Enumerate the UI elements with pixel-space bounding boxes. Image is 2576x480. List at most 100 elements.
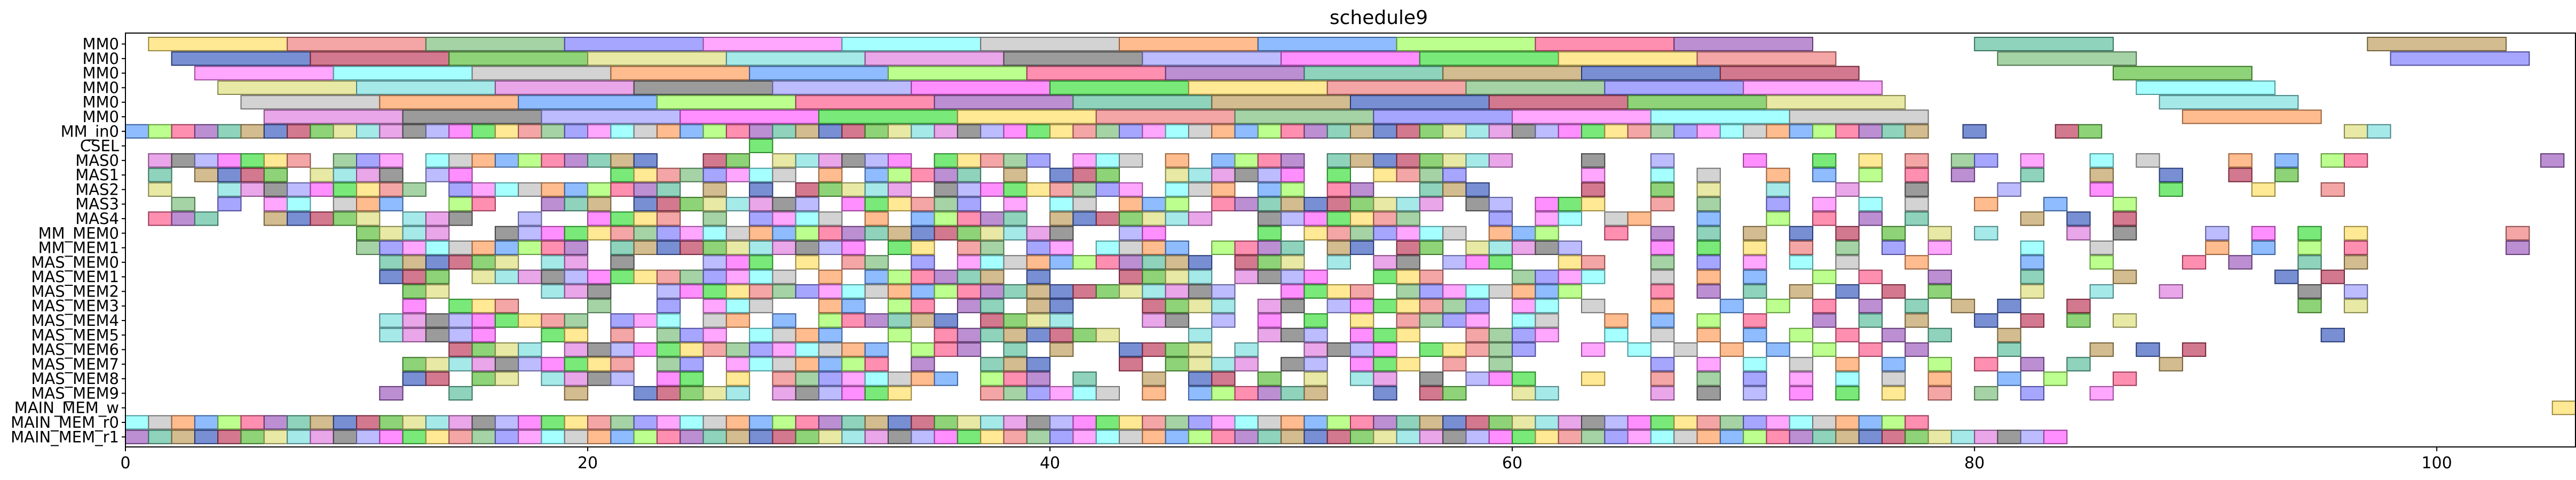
task-bar-mas-mem2 bbox=[934, 284, 958, 299]
task-bar-mas-mem7 bbox=[494, 357, 519, 372]
task-bar-mas-mem1 bbox=[1281, 269, 1305, 284]
task-bar-mas-mem3 bbox=[1326, 299, 1351, 314]
task-bar-mas3 bbox=[1766, 197, 1790, 212]
task-bar-mas-mem6 bbox=[1905, 342, 1929, 357]
task-bar-mas-mem9 bbox=[864, 386, 889, 401]
task-bar-main-mem-r0 bbox=[1326, 415, 1351, 430]
task-bar-mm-mem0 bbox=[518, 226, 542, 241]
task-bar-mas4 bbox=[518, 211, 542, 226]
task-bar-mas-mem7 bbox=[772, 357, 796, 372]
task-bar-mas1 bbox=[1049, 167, 1074, 182]
task-bar-mm-mem0 bbox=[1442, 226, 1467, 241]
task-bar-mas-mem8 bbox=[656, 371, 681, 386]
task-bar-main-mem-r1 bbox=[448, 429, 473, 444]
task-bar-mm-mem0 bbox=[1373, 226, 1397, 241]
task-bar-main-mem-r0 bbox=[1442, 415, 1467, 430]
task-bar-main-mem-r1 bbox=[1072, 429, 1097, 444]
task-bar-mas0 bbox=[1465, 153, 1490, 168]
task-bar-mm0 bbox=[356, 80, 496, 95]
task-bar-mas4 bbox=[333, 211, 358, 226]
task-bar-mas-mem6 bbox=[795, 342, 820, 357]
task-bar-mm0 bbox=[1234, 109, 1374, 124]
task-bar-mm0 bbox=[1350, 95, 1490, 110]
task-bar-main-mem-r0 bbox=[1026, 415, 1051, 430]
task-bar-main-mem-r1 bbox=[1927, 429, 1952, 444]
task-bar-mas2 bbox=[957, 182, 982, 197]
task-bar-mm-mem0 bbox=[934, 226, 958, 241]
task-bar-mm0 bbox=[841, 37, 982, 52]
task-bar-mas-mem8 bbox=[1650, 371, 1675, 386]
task-bar-mas-mem7 bbox=[2159, 357, 2183, 372]
task-bar-mm-in0 bbox=[633, 124, 658, 139]
task-bar-mas-mem0 bbox=[471, 255, 496, 270]
task-bar-mm0 bbox=[1558, 51, 1698, 66]
task-bar-csel bbox=[749, 139, 773, 154]
task-bar-mas0 bbox=[2136, 153, 2160, 168]
task-bar-mas-mem8 bbox=[1512, 371, 1536, 386]
task-bar-mm-in0 bbox=[656, 124, 681, 139]
task-bar-mas-mem2 bbox=[2297, 284, 2322, 299]
task-bar-mm-in0 bbox=[1673, 124, 1698, 139]
task-bar-mm-in0 bbox=[1142, 124, 1166, 139]
task-bar-mas-mem2 bbox=[1835, 284, 1860, 299]
task-bar-main-mem-r1 bbox=[1026, 429, 1051, 444]
task-bar-mas-mem7 bbox=[980, 357, 1005, 372]
task-bar-mas0 bbox=[1950, 153, 1976, 168]
y-tick-label: CSEL bbox=[80, 137, 119, 155]
task-bar-main-mem-r0 bbox=[263, 415, 288, 430]
task-bar-mas0 bbox=[633, 153, 658, 168]
task-bar-mm-mem0 bbox=[725, 226, 750, 241]
task-bar-main-mem-r0 bbox=[957, 415, 982, 430]
task-bar-mas-mem4 bbox=[818, 313, 843, 328]
task-bar-mm0 bbox=[1026, 66, 1166, 81]
task-bar-mm-in0 bbox=[864, 124, 889, 139]
task-bar-mas-mem9 bbox=[841, 386, 866, 401]
task-bar-mas-mem4 bbox=[1419, 313, 1444, 328]
task-bar-mm-in0 bbox=[240, 124, 265, 139]
task-bar-mas-mem7 bbox=[1003, 357, 1028, 372]
task-bar-mas2 bbox=[402, 182, 426, 197]
task-bar-mm-in0 bbox=[2343, 124, 2368, 139]
task-bar-mas1 bbox=[1766, 167, 1790, 182]
task-bar-mm-mem1 bbox=[633, 241, 658, 255]
task-bar-main-mem-r1 bbox=[1974, 429, 1998, 444]
task-bar-mm0 bbox=[656, 95, 796, 110]
task-bar-mas-mem4 bbox=[772, 313, 796, 328]
x-tick-label: 100 bbox=[2422, 454, 2452, 473]
task-bar-mm-mem1 bbox=[2297, 241, 2322, 255]
task-bar-mas-mem7 bbox=[1881, 357, 1906, 372]
task-bar-mas-mem3 bbox=[2343, 299, 2368, 314]
task-bar-mas-mem5 bbox=[679, 327, 704, 342]
task-bar-mas-mem1 bbox=[1812, 269, 1837, 284]
task-bar-mm-mem1 bbox=[564, 241, 589, 255]
task-bar-mm-mem0 bbox=[1026, 226, 1051, 241]
task-bar-mas0 bbox=[2274, 153, 2299, 168]
task-bar-mm-in0 bbox=[333, 124, 358, 139]
task-bar-mas-mem9 bbox=[2089, 386, 2114, 401]
task-bar-mm-mem1 bbox=[679, 241, 704, 255]
task-bar-main-mem-r0 bbox=[379, 415, 404, 430]
task-bar-mas-mem0 bbox=[1142, 255, 1166, 270]
task-bar-mas-mem7 bbox=[425, 357, 450, 372]
task-bars bbox=[125, 37, 2576, 444]
task-bar-mm-in0 bbox=[1696, 124, 1721, 139]
task-bar-main-mem-r0 bbox=[911, 415, 935, 430]
task-bar-mm0 bbox=[864, 51, 1005, 66]
task-bar-mm0 bbox=[1072, 95, 1213, 110]
task-bar-mas-mem3 bbox=[1281, 299, 1305, 314]
task-bar-mm-mem0 bbox=[1927, 226, 1952, 241]
task-bar-mas3 bbox=[587, 197, 612, 212]
task-bar-mas-mem7 bbox=[1835, 357, 1860, 372]
task-bar-mm0 bbox=[749, 66, 889, 81]
task-bar-mas1 bbox=[1419, 167, 1444, 182]
task-bar-mm0 bbox=[1303, 66, 1444, 81]
task-bar-mas-mem6 bbox=[633, 342, 658, 357]
task-bar-mas0 bbox=[1211, 153, 1236, 168]
task-bar-mas2 bbox=[610, 182, 635, 197]
task-bar-mm-mem1 bbox=[1165, 241, 1189, 255]
task-bar-main-mem-r0 bbox=[934, 415, 958, 430]
task-bar-mas0 bbox=[1581, 153, 1606, 168]
task-bar-main-mem-r0 bbox=[356, 415, 381, 430]
task-bar-mas0 bbox=[287, 153, 311, 168]
task-bar-mas-mem6 bbox=[656, 342, 681, 357]
